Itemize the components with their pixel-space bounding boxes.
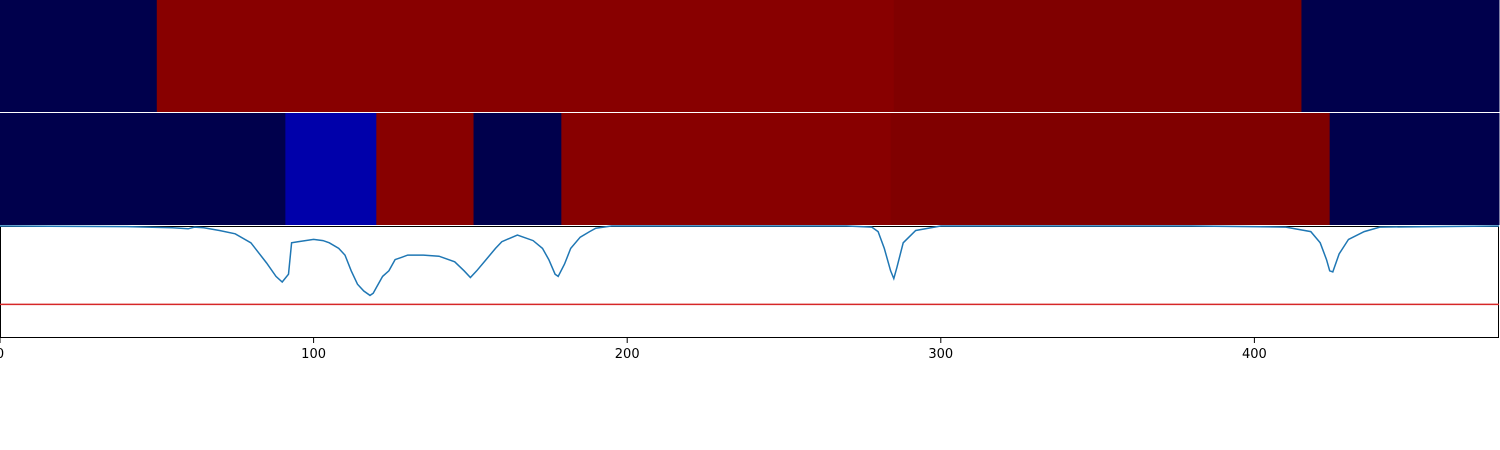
x-axis: 0 100 200 300 400 (0, 338, 1267, 362)
x-tick-label-200: 200 (615, 347, 640, 362)
heatmap-2-segment-6 (1329, 113, 1500, 225)
heatmap-2-segment-3 (473, 113, 562, 225)
line-plot: 0 100 200 300 400 (0, 225, 1500, 362)
heatmap-row-2 (0, 113, 1500, 225)
line-plot-frame (0, 226, 1499, 338)
heatmap-2-segment-0 (0, 113, 286, 225)
heatmap-2-segment-5 (890, 113, 1331, 225)
heatmap-1-segment-1 (156, 0, 895, 112)
heatmap-row-1 (0, 0, 1500, 112)
series-line-blue (0, 225, 1500, 297)
heatmap-2-segment-2 (376, 113, 475, 225)
x-tick-label-0: 0 (0, 347, 4, 362)
x-tick-label-400: 400 (1242, 347, 1267, 362)
heatmap-1-segment-0 (0, 0, 158, 112)
heatmap-1-segment-3 (1301, 0, 1500, 112)
heatmap-2-segment-1 (285, 113, 377, 225)
x-tick-label-300: 300 (928, 347, 953, 362)
heatmap-2-segment-4 (561, 113, 892, 225)
heatmap-1-segment-2 (893, 0, 1302, 112)
x-tick-label-100: 100 (301, 347, 326, 362)
